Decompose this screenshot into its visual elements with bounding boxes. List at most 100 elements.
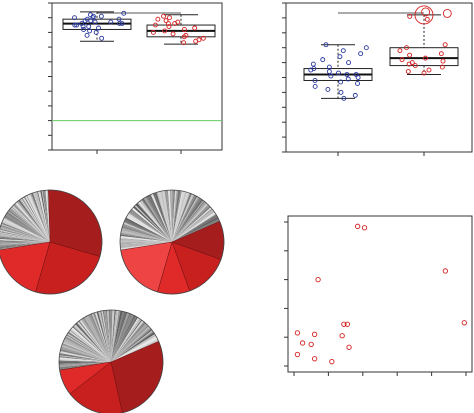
- pie-slice-minor: [120, 235, 172, 242]
- pie-slice-minor: [103, 310, 111, 362]
- pie-slice-minor: [67, 331, 111, 362]
- pie-slice-minor: [120, 239, 172, 242]
- pie-slice-minor: [61, 342, 111, 362]
- data-point: [93, 29, 99, 35]
- pie-slice-minor: [3, 217, 50, 242]
- data-point: [72, 15, 77, 21]
- pie-chart-1: [0, 189, 103, 295]
- pie-slice-minor: [59, 357, 111, 362]
- scatter-point: [308, 341, 314, 348]
- data-point: [355, 75, 361, 80]
- scatter-point: [346, 344, 352, 350]
- data-point: [308, 67, 314, 73]
- pie-slice-minor: [111, 311, 126, 362]
- pie-slice-minor: [120, 230, 172, 242]
- pie-slice-minor: [59, 353, 111, 362]
- pie-slice-minor: [130, 208, 172, 242]
- data-point: [405, 69, 411, 74]
- data-point: [439, 64, 445, 70]
- pie-slice-minor: [172, 190, 183, 242]
- pie-slice-minor: [172, 216, 219, 242]
- data-point: [426, 67, 432, 73]
- pie-slice-minor: [172, 192, 190, 242]
- data-point: [422, 55, 428, 61]
- pie-slice-minor: [111, 332, 155, 362]
- pie-slice-minor: [0, 241, 50, 243]
- scatter-point: [315, 276, 321, 283]
- pie-slice-minor: [27, 194, 50, 242]
- pie-slice-minor: [61, 346, 111, 362]
- pie-slice-minor: [44, 190, 50, 242]
- pie-slice-minor: [45, 190, 50, 242]
- pie-slice-minor: [0, 223, 51, 242]
- pie-slice-minor: [59, 362, 111, 368]
- pie-slice-minor: [22, 197, 50, 242]
- pie-slice-minor: [111, 312, 130, 362]
- data-point: [82, 18, 88, 24]
- pie-slice-minor: [172, 191, 185, 242]
- pie-slice-minor: [38, 191, 50, 242]
- pie-slice-minor: [1, 222, 51, 242]
- pie-slice-minor: [100, 310, 111, 362]
- pie-slice-minor: [120, 242, 172, 249]
- pie-slice-minor: [9, 209, 50, 242]
- data-point: [363, 45, 369, 51]
- pie-slice-minor: [154, 192, 172, 242]
- pie-slice-minor: [167, 190, 172, 242]
- pie-slice-minor: [0, 240, 50, 242]
- data-point: [88, 18, 94, 24]
- pie-slice-minor: [60, 347, 111, 362]
- pie-slice-minor: [111, 319, 142, 362]
- pie-slice-minor: [124, 219, 172, 242]
- data-point: [323, 42, 329, 48]
- pie-slice-minor: [68, 330, 111, 362]
- pie-slice-minor: [8, 209, 50, 242]
- data-point: [442, 42, 448, 48]
- pie-slice-minor: [86, 315, 111, 362]
- data-point: [96, 25, 101, 31]
- pie-slice-minor: [59, 355, 111, 362]
- scatter-point: [311, 356, 318, 362]
- pie-slice-minor: [0, 228, 50, 242]
- pie-slice-minor: [141, 199, 172, 242]
- pie-slice-minor: [8, 210, 51, 242]
- data-point: [74, 22, 80, 28]
- pie-slice-minor: [111, 335, 157, 362]
- pie-slice-minor: [26, 195, 50, 242]
- data-point: [72, 22, 78, 28]
- pie-slice-minor: [145, 196, 172, 242]
- pie-slice-minor: [69, 329, 111, 362]
- pie-slice-minor: [111, 314, 135, 362]
- data-point: [80, 24, 86, 29]
- data-point: [438, 51, 444, 57]
- pie-slice-minor: [128, 213, 172, 242]
- pie-slice-minor: [33, 192, 50, 242]
- pie-outline: [0, 189, 103, 295]
- data-point: [344, 72, 350, 77]
- pie-slice-minor: [9, 208, 50, 242]
- data-point: [404, 45, 409, 51]
- pie-slice-minor: [24, 195, 50, 242]
- pie-slice-minor: [172, 214, 217, 242]
- pie-slice-minor: [111, 327, 151, 362]
- pie-slice-minor: [0, 226, 51, 242]
- pie-slice-minor: [150, 193, 172, 242]
- pie-slice-minor: [120, 242, 172, 244]
- pie-slice-minor: [172, 196, 200, 242]
- pie-slice-minor: [172, 214, 218, 242]
- pie-slice-minor: [172, 193, 193, 242]
- pie-slice-minor: [0, 233, 50, 242]
- pie-slice-minor: [59, 360, 111, 362]
- pie-slice-minor: [111, 325, 149, 362]
- pie-slice-minor: [111, 310, 116, 362]
- data-point: [412, 63, 418, 69]
- pie-slice-minor: [43, 190, 50, 242]
- pie-slice-minor: [123, 222, 172, 242]
- data-point: [320, 57, 326, 63]
- pie-slice-minor: [38, 191, 50, 242]
- pie-slice-minor: [72, 326, 111, 362]
- pie-slice-minor: [15, 202, 50, 242]
- pie-slice-minor: [59, 355, 111, 362]
- data-point: [167, 15, 172, 21]
